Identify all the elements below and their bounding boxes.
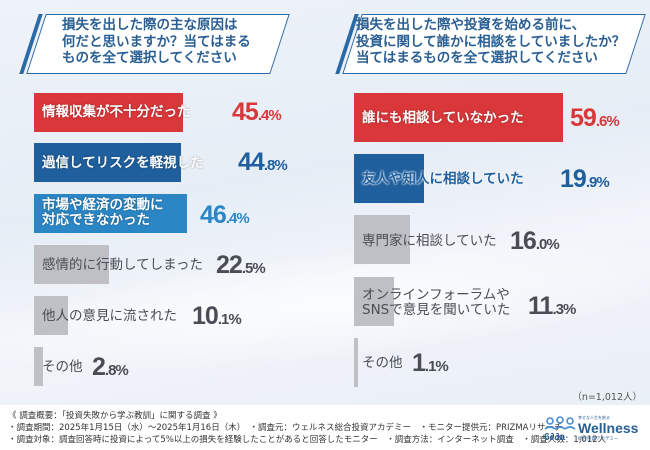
svg-text:6∂∂a: 6∂∂a xyxy=(544,432,565,442)
label-text: 感情的に行動してしまった xyxy=(42,257,204,273)
label-text-line-2: SNSで意見を聞いていた xyxy=(362,302,511,318)
left-bar-4 xyxy=(34,296,68,335)
right-bar-label-1: 友人や知人に相談していた xyxy=(362,172,524,187)
left-bar-2 xyxy=(34,194,187,233)
label-text: 過信してリスクを軽視した xyxy=(42,155,204,171)
right-bar-0 xyxy=(354,93,563,142)
value-dec: .5% xyxy=(241,260,266,277)
value-dec: .6% xyxy=(595,113,620,130)
value-dec: .1% xyxy=(424,358,449,375)
right-bar-3 xyxy=(354,277,394,326)
value-dec: .4% xyxy=(225,210,250,227)
right-question-line-3: 当てはまるものを全て選択してください xyxy=(356,50,598,66)
right-bar-value-4: 1.1% xyxy=(412,349,449,378)
label-text-line-2: 対応できなかった xyxy=(42,212,150,228)
right-bar-value-1: 19.9% xyxy=(560,165,610,194)
label-text: 友人や知人に相談していた xyxy=(362,171,524,187)
value-int: 16 xyxy=(510,227,537,255)
logo-subtitle: 総合投資アカデミー xyxy=(578,437,619,442)
value-dec: .0% xyxy=(535,236,560,253)
right-bar-value-3: 11.3% xyxy=(528,292,576,321)
left-bar-value-4: 10.1% xyxy=(192,302,242,331)
left-bar-label-1: 過信してリスクを軽視した xyxy=(42,156,204,171)
value-int: 10 xyxy=(192,302,219,330)
label-text: その他 xyxy=(362,355,403,371)
left-question-title: 損失を出した際の主な原因は 何だと思いますか？当てはまる ものを全て選択してくだ… xyxy=(62,17,251,67)
left-bar-1 xyxy=(34,143,181,182)
left-question-line-2: 何だと思いますか？当てはまる xyxy=(62,33,251,50)
value-int: 46 xyxy=(200,201,227,229)
footer-line-3: ・調査対象：調査回答時に投資によって5%以上の損失を経験したことがあると回答した… xyxy=(8,435,607,445)
value-dec: .8% xyxy=(263,157,288,174)
label-text: 他人の意見に流された xyxy=(42,308,177,324)
left-bar-label-4: 他人の意見に流された xyxy=(42,309,177,324)
left-bar-label-0: 情報収集が不十分だった xyxy=(42,105,191,120)
sample-size-note: （n=1,012人） xyxy=(572,392,642,403)
value-dec: .4% xyxy=(257,107,282,124)
left-question-line-1: 損失を出した際の主な原因は xyxy=(62,17,238,33)
right-bar-label-2: 専門家に相談していた xyxy=(362,234,497,249)
value-dec: .3% xyxy=(552,301,576,318)
right-bar-2 xyxy=(354,215,410,264)
value-int: 44 xyxy=(238,148,265,176)
left-bar-label-5: その他 xyxy=(42,360,83,375)
right-question-title: 損失を出した際や投資を始める前に、 投資に関して誰かに相談をしていましたか？ 当… xyxy=(356,17,625,67)
value-int: 22 xyxy=(216,251,243,279)
value-int: 2 xyxy=(92,353,106,381)
label-text-line-1: 市場や経済の変動に xyxy=(42,197,164,213)
value-int: 11 xyxy=(528,292,553,320)
value-int: 19 xyxy=(560,165,587,193)
value-int: 1 xyxy=(412,349,426,377)
label-text: 誰にも相談していなかった xyxy=(362,110,524,126)
left-bar-3 xyxy=(34,245,109,284)
left-bar-label-3: 感情的に行動してしまった xyxy=(42,258,203,273)
left-bar-value-3: 22.5% xyxy=(216,251,266,280)
logo-name: Wellness xyxy=(578,420,639,436)
label-text: その他 xyxy=(42,359,83,375)
wellness-logo: 6∂∂a 幸せな人生を創る Wellness 総合投資アカデミー xyxy=(544,415,640,443)
right-question-line-2: 投資に関して誰かに相談をしていましたか？ xyxy=(356,33,626,50)
value-dec: .9% xyxy=(585,174,610,191)
right-bar-label-4: その他 xyxy=(362,356,403,371)
survey-footer: 《 調査概要：「投資失敗から学ぶ教訓」に関する調査 》 ・調査期間：2025年1… xyxy=(0,405,650,450)
logo-tagline: 幸せな人生を創る xyxy=(578,415,610,420)
people-icon: 6∂∂a xyxy=(544,416,576,442)
left-question-line-3: ものを全て選択してください xyxy=(62,50,237,66)
label-text: 専門家に相談していた xyxy=(362,233,497,249)
footer-line-2: ・調査期間：2025年1月15日（水）～2025年1月16日（木） ・調査元：ウ… xyxy=(8,423,563,433)
label-text-line-1: オンラインフォーラムや xyxy=(362,287,510,303)
left-bar-value-5: 2.8% xyxy=(92,353,129,382)
right-bar-4 xyxy=(354,338,358,387)
right-bar-value-2: 16.0% xyxy=(510,227,560,256)
left-bar-0 xyxy=(34,93,183,132)
left-bar-label-2: 市場や経済の変動に 対応できなかった xyxy=(42,198,164,228)
right-question-line-1: 損失を出した際や投資を始める前に、 xyxy=(356,17,586,33)
right-bar-value-0: 59.6% xyxy=(570,104,620,133)
left-bar-5 xyxy=(34,347,43,386)
right-bar-label-3: オンラインフォーラムや SNSで意見を聞いていた xyxy=(362,288,510,318)
right-bar-1 xyxy=(354,154,424,203)
left-bar-value-1: 44.8% xyxy=(238,148,288,177)
value-int: 59 xyxy=(570,104,597,132)
value-dec: .1% xyxy=(217,311,242,328)
left-bar-value-0: 45.4% xyxy=(232,98,282,127)
value-dec: .8% xyxy=(104,362,129,379)
label-text: 情報収集が不十分だった xyxy=(42,104,191,120)
footer-line-1: 《 調査概要：「投資失敗から学ぶ教訓」に関する調査 》 xyxy=(8,411,222,421)
value-int: 45 xyxy=(232,98,259,126)
left-bar-value-2: 46.4% xyxy=(200,201,250,230)
right-bar-label-0: 誰にも相談していなかった xyxy=(362,111,524,126)
